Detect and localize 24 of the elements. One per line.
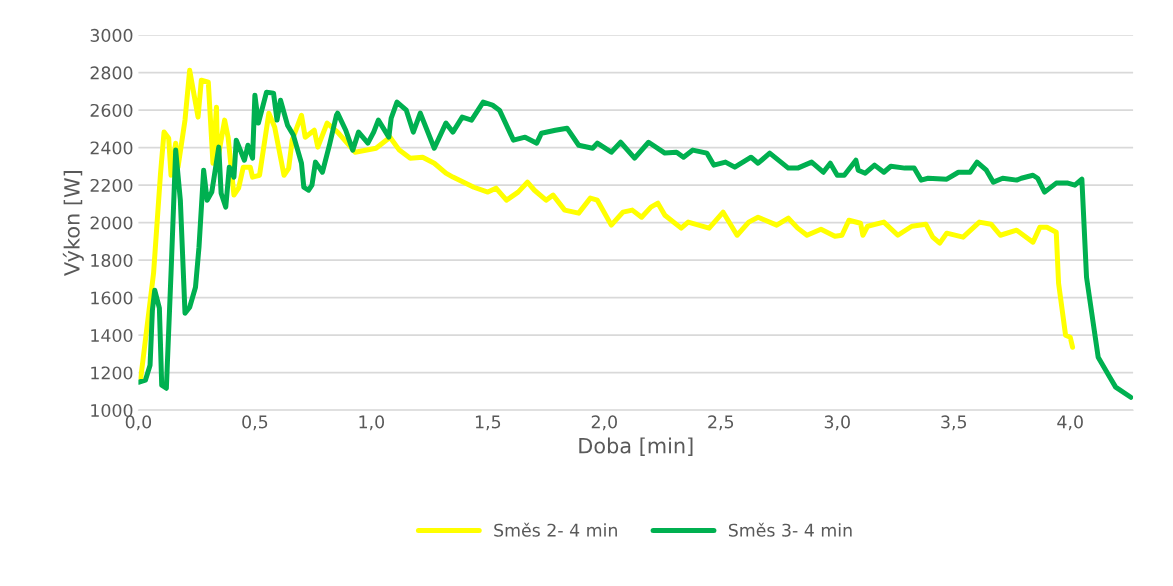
x-tick-label: 2,5 [708, 415, 734, 431]
x-tick-label: 0,5 [242, 415, 268, 431]
y-axis-title: Výkon [W] [62, 171, 84, 276]
y-tick-label: 2800 [90, 66, 133, 80]
y-tick-label: 1000 [91, 403, 133, 418]
y-tick-label: 2400 [90, 141, 133, 155]
y-tick-label: 3000 [90, 28, 133, 42]
x-tick-label: 0,0 [125, 415, 152, 431]
y-tick-label: 2200 [90, 178, 133, 193]
y-tick-label: 1600 [91, 291, 133, 305]
y-tick-label: 1800 [91, 253, 133, 268]
y-tick-label: 1200 [91, 366, 133, 380]
legend-label: Směs 3- 4 min [728, 522, 852, 537]
y-tick-label: 2600 [90, 103, 133, 118]
y-tick-label: 1400 [91, 328, 133, 343]
y-tick-label: 2000 [90, 216, 133, 230]
x-tick-label: 1,5 [475, 415, 501, 431]
x-tick-label: 3,5 [941, 415, 967, 431]
x-tick-label: 3,0 [824, 415, 850, 431]
legend-label: Směs 2- 4 min [494, 522, 617, 537]
x-tick-label: 2,0 [591, 415, 617, 431]
x-axis-title: Doba [min] [579, 437, 693, 456]
x-tick-label: 4,0 [1057, 415, 1083, 431]
x-tick-label: 1,0 [359, 415, 385, 431]
